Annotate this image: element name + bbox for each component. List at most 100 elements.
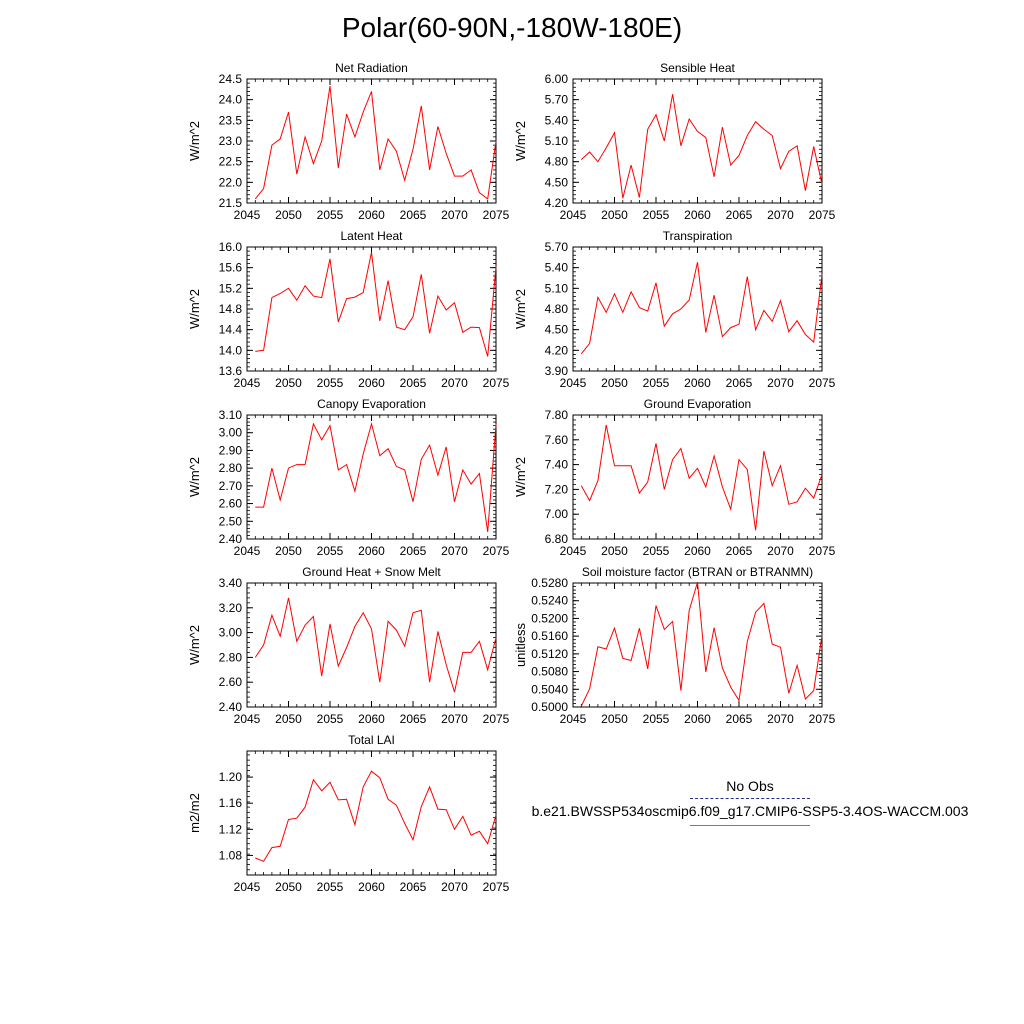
x-tick-label: 2055 [317,376,344,390]
x-tick-label: 2070 [767,376,794,390]
x-tick-label: 2050 [275,208,302,222]
y-tick-label: 7.40 [545,458,569,472]
x-tick-label: 2060 [684,208,711,222]
panel-title: Soil moisture factor (BTRAN or BTRANMN) [582,565,813,579]
series-line [254,597,497,693]
legend-obs-label: No Obs [726,778,774,794]
x-tick-label: 2075 [809,376,836,390]
y-tick-label: 4.20 [545,343,569,357]
y-tick-label: 2.50 [219,514,243,528]
x-tick-label: 2045 [560,712,587,726]
y-axis-label: W/m^2 [513,457,528,497]
x-tick-label: 2065 [726,544,753,558]
x-tick-label: 2055 [643,208,670,222]
y-tick-label: 2.80 [219,650,243,664]
y-tick-label: 2.40 [219,700,243,714]
y-tick-label: 21.5 [219,196,243,210]
x-tick-label: 2065 [400,208,427,222]
y-tick-label: 23.5 [219,113,243,127]
plot-frame [246,414,497,540]
legend-case-line [690,825,810,826]
legend-obs: No Obs [520,778,980,799]
series-line [580,424,823,531]
x-tick-label: 2070 [441,880,468,894]
y-tick-label: 0.5000 [531,700,568,714]
x-tick-label: 2070 [441,712,468,726]
plot-frame [246,750,497,876]
legend-case-label: b.e21.BWSSP534oscmip6.f09_g17.CMIP6-SSP5… [531,803,969,819]
x-tick-label: 2045 [560,376,587,390]
x-tick-label: 2060 [358,376,385,390]
y-axis-label: unitless [513,622,528,667]
series-line [255,252,497,357]
y-tick-label: 5.70 [545,93,569,107]
x-tick-label: 2060 [358,880,385,894]
x-tick-label: 2075 [483,880,510,894]
x-tick-label: 2075 [809,712,836,726]
x-tick-label: 2060 [684,544,711,558]
y-axis-label: W/m^2 [187,289,202,329]
y-axis-label: W/m^2 [187,121,202,161]
y-tick-label: 2.60 [219,675,243,689]
x-tick-label: 2050 [275,880,302,894]
y-tick-label: 3.10 [219,408,243,422]
y-tick-label: 15.2 [219,281,243,295]
x-tick-label: 2065 [400,544,427,558]
series-line [254,85,497,200]
y-tick-label: 16.0 [219,240,243,254]
x-tick-label: 2055 [643,376,670,390]
x-tick-label: 2065 [400,712,427,726]
y-axis-label: W/m^2 [513,121,528,161]
x-tick-label: 2065 [726,208,753,222]
x-tick-label: 2045 [234,376,261,390]
plot-frame [246,582,497,708]
x-tick-label: 2050 [275,712,302,726]
x-tick-label: 2065 [726,712,753,726]
y-tick-label: 23.0 [219,134,243,148]
y-tick-label: 4.80 [545,155,569,169]
y-tick-label: 5.70 [545,240,569,254]
x-tick-label: 2055 [317,880,344,894]
y-tick-label: 3.90 [545,364,569,378]
y-tick-label: 2.80 [219,461,243,475]
y-axis-label: m2/m2 [187,793,202,833]
y-tick-label: 7.80 [545,408,569,422]
x-tick-label: 2055 [643,544,670,558]
plot-frame [246,246,497,372]
y-tick-label: 0.5120 [531,647,568,661]
y-tick-label: 0.5240 [531,594,568,608]
panel-title: Canopy Evaporation [317,397,426,411]
y-tick-label: 22.0 [219,175,243,189]
y-axis-label: W/m^2 [187,457,202,497]
x-tick-label: 2060 [358,712,385,726]
x-tick-label: 2055 [317,208,344,222]
x-tick-label: 2045 [560,544,587,558]
y-tick-label: 1.08 [219,848,243,862]
y-tick-label: 5.40 [545,261,569,275]
x-tick-label: 2060 [684,376,711,390]
x-tick-label: 2050 [601,376,628,390]
x-tick-label: 2070 [767,208,794,222]
plot-frame [572,582,823,708]
y-tick-label: 14.8 [219,302,243,316]
x-tick-label: 2070 [767,544,794,558]
y-tick-label: 0.5280 [531,576,568,590]
x-tick-label: 2075 [483,376,510,390]
x-tick-label: 2050 [601,544,628,558]
series-line [580,581,823,707]
page-title: Polar(60-90N,-180W-180E) [341,12,683,43]
y-tick-label: 5.40 [545,113,569,127]
y-tick-label: 4.50 [545,323,569,337]
y-tick-label: 4.80 [545,302,569,316]
x-tick-label: 2060 [684,712,711,726]
x-tick-label: 2075 [483,208,510,222]
plot-frame [572,414,823,540]
legend-obs-line [690,798,810,799]
y-tick-label: 3.00 [219,426,243,440]
y-tick-label: 14.0 [219,343,243,357]
y-tick-label: 4.50 [545,175,569,189]
y-tick-label: 0.5200 [531,611,568,625]
x-tick-label: 2075 [809,208,836,222]
x-tick-label: 2045 [234,208,261,222]
